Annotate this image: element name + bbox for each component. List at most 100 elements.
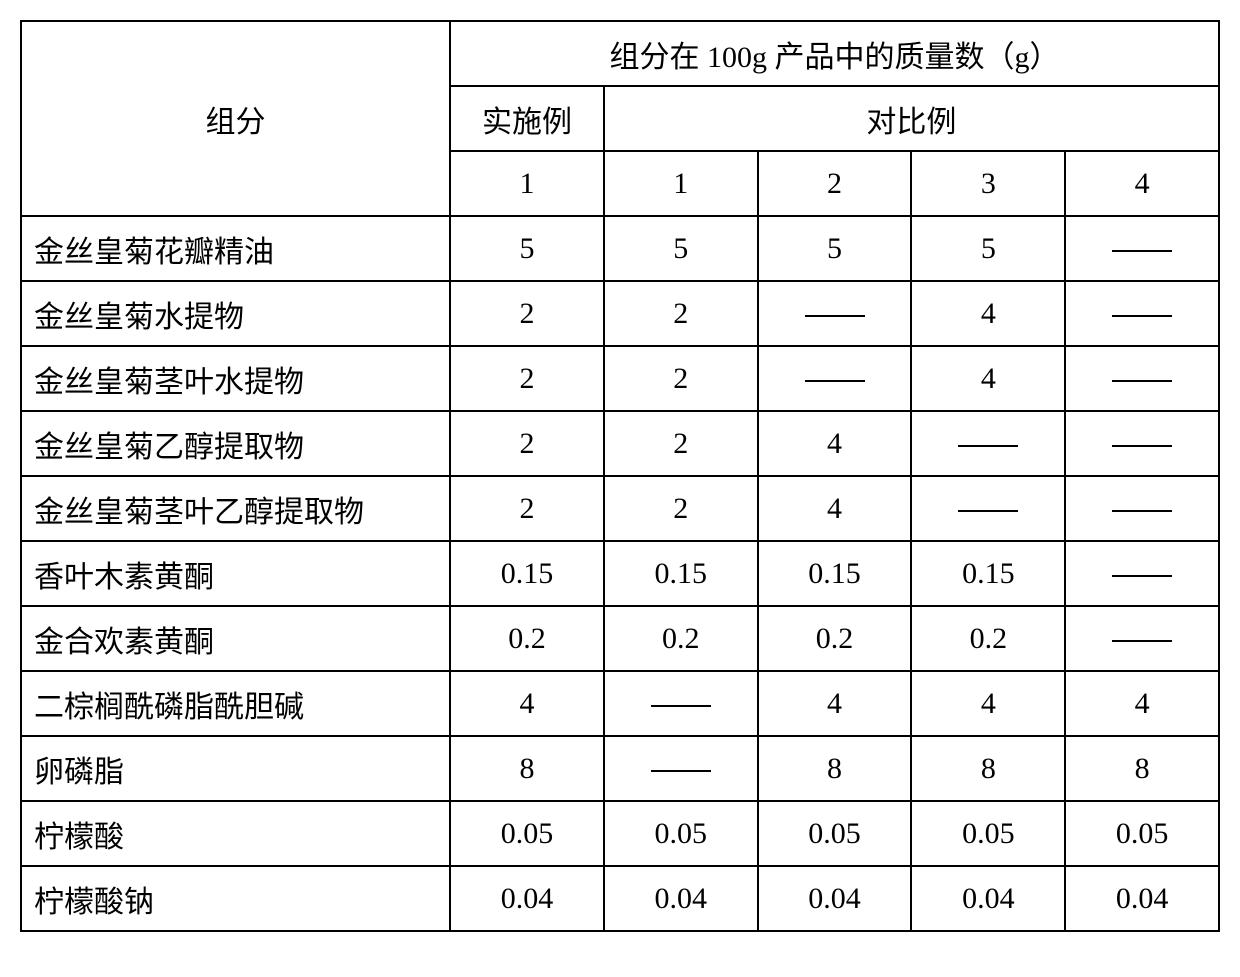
dash-icon	[1112, 315, 1172, 317]
row-value: 0.2	[911, 606, 1065, 671]
dash-icon	[958, 445, 1018, 447]
row-value: 4	[758, 411, 912, 476]
composition-table: 组分 组分在 100g 产品中的质量数（g） 实施例 对比例 1 1 2 3 4…	[20, 20, 1220, 932]
row-label: 金丝皇菊水提物	[21, 281, 450, 346]
row-value: 0.2	[758, 606, 912, 671]
dash-icon	[1112, 640, 1172, 642]
table-row: 金丝皇菊水提物224	[21, 281, 1219, 346]
row-label: 金丝皇菊花瓣精油	[21, 216, 450, 281]
row-value: 8	[758, 736, 912, 801]
row-value: 2	[450, 411, 604, 476]
row-value: 2	[450, 346, 604, 411]
table-row: 二棕榈酰磷脂酰胆碱4444	[21, 671, 1219, 736]
row-value: 5	[604, 216, 758, 281]
row-label: 二棕榈酰磷脂酰胆碱	[21, 671, 450, 736]
row-value: 0.04	[758, 866, 912, 931]
row-value	[1065, 281, 1219, 346]
row-label: 金丝皇菊乙醇提取物	[21, 411, 450, 476]
row-value	[1065, 346, 1219, 411]
table-row: 香叶木素黄酮0.150.150.150.15	[21, 541, 1219, 606]
row-value: 0.2	[450, 606, 604, 671]
table-row: 卵磷脂8888	[21, 736, 1219, 801]
example-num-1: 1	[450, 151, 604, 216]
row-value: 2	[604, 411, 758, 476]
row-value: 5	[911, 216, 1065, 281]
row-value: 4	[1065, 671, 1219, 736]
row-value: 0.04	[450, 866, 604, 931]
row-label: 金丝皇菊茎叶乙醇提取物	[21, 476, 450, 541]
row-value: 4	[450, 671, 604, 736]
row-value	[604, 671, 758, 736]
row-value: 4	[911, 671, 1065, 736]
row-value: 2	[604, 476, 758, 541]
comparison-num-4: 4	[1065, 151, 1219, 216]
dash-icon	[651, 770, 711, 772]
row-value: 0.15	[911, 541, 1065, 606]
comparison-header: 对比例	[604, 86, 1219, 151]
row-value: 0.15	[450, 541, 604, 606]
row-value	[911, 411, 1065, 476]
row-value: 4	[758, 476, 912, 541]
row-value: 2	[450, 281, 604, 346]
table-header-row-1: 组分 组分在 100g 产品中的质量数（g）	[21, 21, 1219, 86]
dash-icon	[1112, 380, 1172, 382]
row-value	[911, 476, 1065, 541]
row-value	[1065, 216, 1219, 281]
comparison-num-3: 3	[911, 151, 1065, 216]
table-row: 金丝皇菊乙醇提取物224	[21, 411, 1219, 476]
row-value: 0.05	[604, 801, 758, 866]
row-value	[758, 281, 912, 346]
row-value: 8	[1065, 736, 1219, 801]
main-header: 组分在 100g 产品中的质量数（g）	[450, 21, 1219, 86]
row-value	[758, 346, 912, 411]
row-value: 2	[604, 346, 758, 411]
dash-icon	[805, 315, 865, 317]
row-value	[1065, 411, 1219, 476]
row-value: 0.05	[450, 801, 604, 866]
dash-icon	[651, 705, 711, 707]
table-body: 金丝皇菊花瓣精油5555金丝皇菊水提物224金丝皇菊茎叶水提物224金丝皇菊乙醇…	[21, 216, 1219, 931]
row-value: 0.04	[911, 866, 1065, 931]
row-value: 8	[450, 736, 604, 801]
row-label: 香叶木素黄酮	[21, 541, 450, 606]
row-value: 0.2	[604, 606, 758, 671]
row-value: 2	[604, 281, 758, 346]
row-value: 2	[450, 476, 604, 541]
dash-icon	[1112, 575, 1172, 577]
row-value: 4	[758, 671, 912, 736]
example-header: 实施例	[450, 86, 604, 151]
row-label: 柠檬酸	[21, 801, 450, 866]
table-row: 柠檬酸钠0.040.040.040.040.04	[21, 866, 1219, 931]
row-value	[604, 736, 758, 801]
comparison-num-2: 2	[758, 151, 912, 216]
row-value: 0.04	[1065, 866, 1219, 931]
row-label: 金丝皇菊茎叶水提物	[21, 346, 450, 411]
dash-icon	[1112, 445, 1172, 447]
row-value	[1065, 476, 1219, 541]
row-value: 0.05	[1065, 801, 1219, 866]
table-row: 柠檬酸0.050.050.050.050.05	[21, 801, 1219, 866]
row-value	[1065, 541, 1219, 606]
table-row: 金丝皇菊花瓣精油5555	[21, 216, 1219, 281]
dash-icon	[1112, 510, 1172, 512]
row-value: 5	[450, 216, 604, 281]
table-row: 金合欢素黄酮0.20.20.20.2	[21, 606, 1219, 671]
dash-icon	[805, 380, 865, 382]
table-row: 金丝皇菊茎叶乙醇提取物224	[21, 476, 1219, 541]
row-value: 5	[758, 216, 912, 281]
row-value: 0.05	[911, 801, 1065, 866]
row-value	[1065, 606, 1219, 671]
row-label: 卵磷脂	[21, 736, 450, 801]
dash-icon	[958, 510, 1018, 512]
row-label: 金合欢素黄酮	[21, 606, 450, 671]
row-value: 0.15	[604, 541, 758, 606]
row-label: 柠檬酸钠	[21, 866, 450, 931]
row-value: 0.05	[758, 801, 912, 866]
dash-icon	[1112, 250, 1172, 252]
row-value: 0.04	[604, 866, 758, 931]
comparison-num-1: 1	[604, 151, 758, 216]
table-row: 金丝皇菊茎叶水提物224	[21, 346, 1219, 411]
component-header: 组分	[21, 21, 450, 216]
row-value: 4	[911, 346, 1065, 411]
row-value: 4	[911, 281, 1065, 346]
